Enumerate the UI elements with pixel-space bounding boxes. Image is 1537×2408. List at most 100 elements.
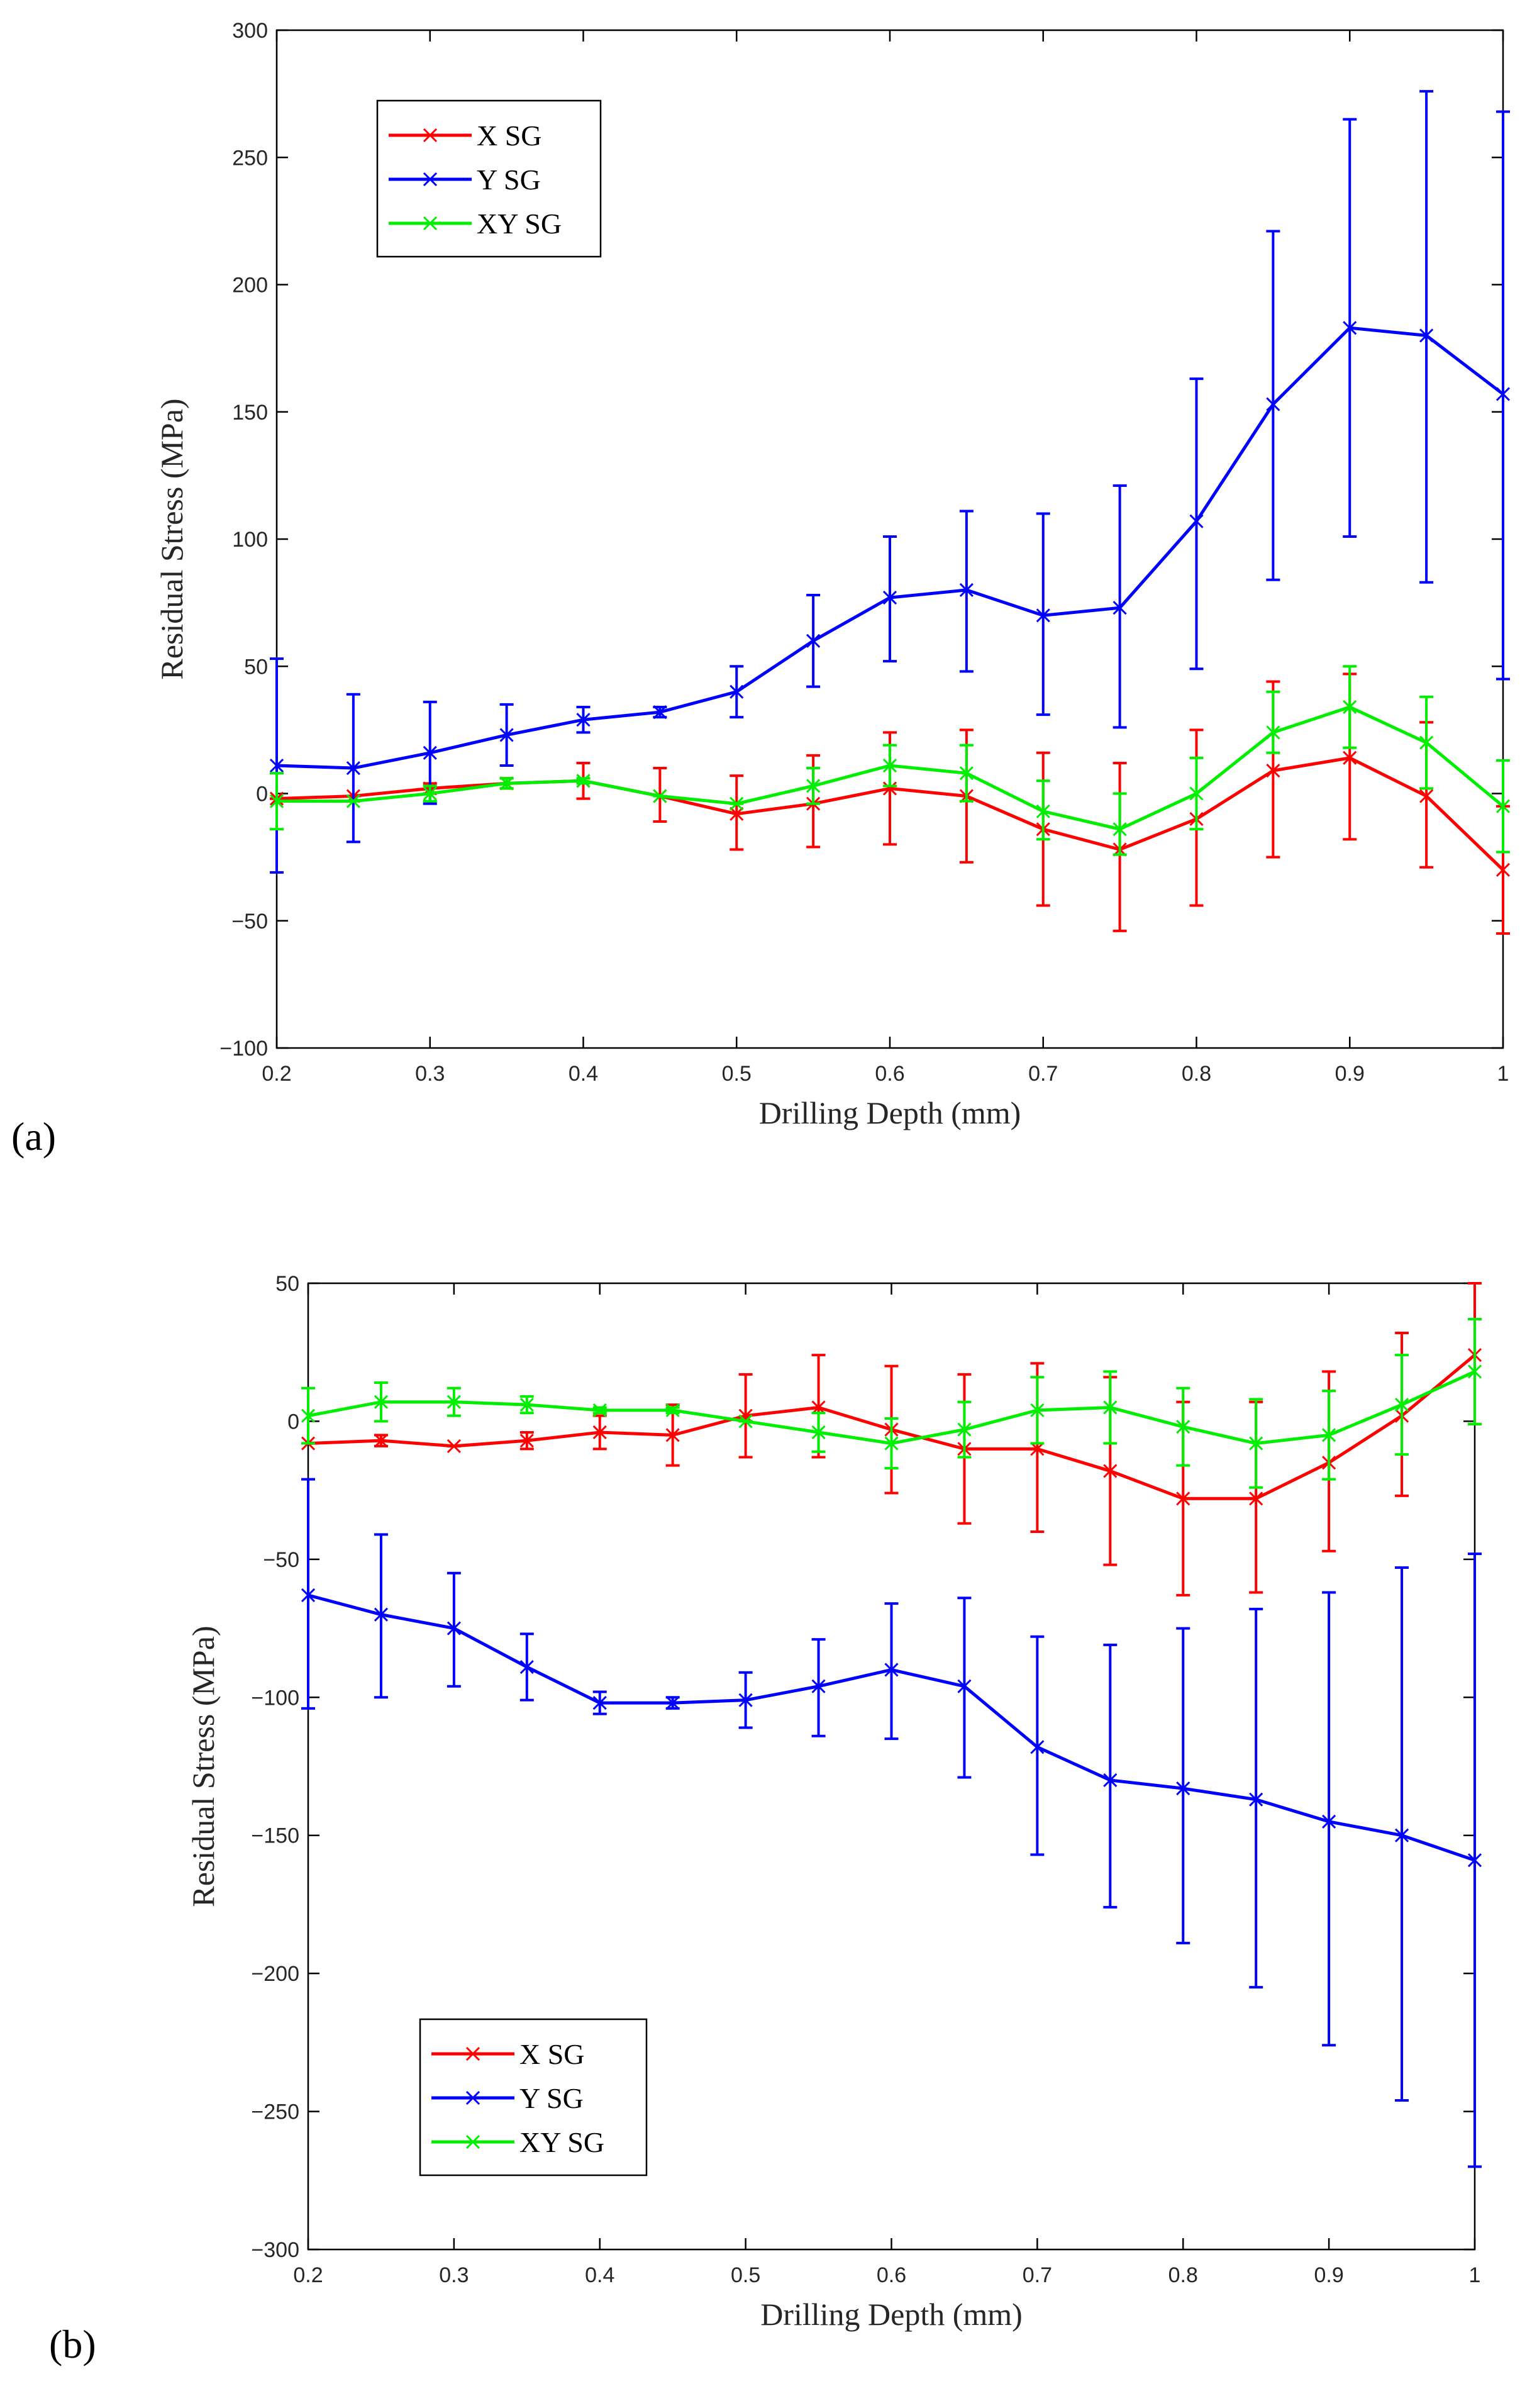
y-tick-label: 300 xyxy=(232,19,268,43)
data-point xyxy=(447,1395,461,1409)
legend-marker xyxy=(423,172,438,187)
x-tick-label: 0.7 xyxy=(1028,1062,1058,1086)
data-point xyxy=(730,796,744,811)
x-tick-label: 0.3 xyxy=(439,2263,469,2287)
data-point xyxy=(1419,735,1434,750)
y-tick-label: −100 xyxy=(251,1686,299,1710)
legend-entry: X SG xyxy=(431,2038,585,2070)
x-tick-label: 0.6 xyxy=(877,2263,906,2287)
x-tick-label: 0.2 xyxy=(262,1062,291,1086)
data-point xyxy=(1395,1398,1409,1412)
data-point xyxy=(959,766,974,781)
x-tick-label: 0.2 xyxy=(293,2263,323,2287)
data-point xyxy=(665,1403,680,1417)
data-point xyxy=(374,1607,388,1622)
data-point xyxy=(1343,700,1357,715)
data-point xyxy=(811,1425,826,1440)
data-point xyxy=(346,794,360,808)
y-tick-label: −50 xyxy=(263,1548,299,1572)
data-point xyxy=(1266,725,1280,740)
data-point xyxy=(346,761,360,776)
data-point xyxy=(519,1659,534,1675)
data-point xyxy=(1322,1428,1336,1442)
data-point xyxy=(1030,1403,1045,1417)
data-point xyxy=(423,745,437,760)
series-y-sg xyxy=(269,90,1511,874)
x-tick-label: 0.8 xyxy=(1168,2263,1198,2287)
data-point xyxy=(519,1434,534,1448)
x-tick-label: 0.9 xyxy=(1314,2263,1343,2287)
data-point xyxy=(811,1679,826,1693)
data-point xyxy=(653,789,667,803)
data-point xyxy=(806,779,821,793)
y-tick-label: −100 xyxy=(219,1037,268,1061)
data-point xyxy=(1113,822,1127,837)
x-tick-label: 0.5 xyxy=(722,1062,752,1086)
data-point xyxy=(1176,1781,1190,1796)
data-point xyxy=(1176,1420,1190,1434)
legend: X SG Y SG XY SG xyxy=(419,2018,648,2177)
data-point xyxy=(1495,799,1511,813)
legend-label: X SG xyxy=(477,120,542,152)
legend-entry: X SG xyxy=(389,120,542,152)
legend-label: Y SG xyxy=(519,2082,584,2114)
data-point xyxy=(269,794,284,808)
data-point xyxy=(806,633,821,648)
data-point xyxy=(1030,1740,1045,1754)
y-tick-label: 100 xyxy=(232,528,268,552)
data-point xyxy=(592,1425,607,1440)
legend: X SG Y SG XY SG xyxy=(376,99,602,258)
x-tick-label: 0.4 xyxy=(569,1062,598,1086)
data-point xyxy=(730,806,744,821)
data-point xyxy=(1266,397,1280,411)
legend-label: X SG xyxy=(519,2038,585,2070)
data-point xyxy=(1343,750,1357,765)
data-point xyxy=(957,1679,972,1693)
data-point xyxy=(1103,1773,1118,1788)
data-point xyxy=(423,786,437,801)
data-point xyxy=(957,1422,972,1437)
series-y-sg xyxy=(301,1478,1482,2168)
data-point xyxy=(959,582,974,597)
legend-label: Y SG xyxy=(477,164,541,196)
legend-marker xyxy=(423,216,438,231)
legend-marker xyxy=(465,2134,480,2149)
data-point xyxy=(1176,1491,1190,1506)
data-point xyxy=(1030,1442,1045,1456)
data-point xyxy=(1189,786,1204,801)
data-point xyxy=(499,728,514,742)
y-tick-label: 150 xyxy=(232,401,268,425)
data-point xyxy=(374,1395,388,1409)
data-point xyxy=(1103,1400,1118,1415)
data-point xyxy=(447,1621,461,1636)
panel-label-a: (a) xyxy=(11,1114,57,1159)
data-point xyxy=(738,1693,753,1707)
data-point xyxy=(1395,1828,1409,1842)
data-point xyxy=(301,1588,316,1602)
x-tick-label: 0.6 xyxy=(875,1062,904,1086)
data-point xyxy=(1249,1491,1263,1506)
x-tick-label: 0.9 xyxy=(1335,1062,1365,1086)
data-point xyxy=(1467,1853,1482,1868)
data-point xyxy=(374,1434,388,1448)
y-tick-label: −50 xyxy=(231,910,268,934)
x-tick-label: 0.4 xyxy=(585,2263,614,2287)
x-tick-label: 0.5 xyxy=(731,2263,760,2287)
chart-a: 0.2 0.3 0.4 0.5 0.6 0.7 0.8 0.9 1 −100 −50 0 50 100 15… xyxy=(154,19,1511,1130)
data-point xyxy=(882,590,897,605)
legend-entry: Y SG xyxy=(431,2082,584,2114)
data-point xyxy=(1343,321,1357,335)
data-point xyxy=(1495,387,1511,401)
y-tick-label: 50 xyxy=(244,655,268,679)
data-point xyxy=(1249,1792,1263,1807)
legend-marker xyxy=(423,128,438,143)
data-point xyxy=(269,758,284,773)
legend-marker xyxy=(465,2046,480,2061)
data-point xyxy=(738,1414,753,1429)
data-point xyxy=(1419,789,1434,803)
data-point xyxy=(811,1400,826,1415)
data-point xyxy=(576,713,591,727)
data-point xyxy=(882,781,897,796)
x-tick-label: 1 xyxy=(1497,1062,1509,1086)
